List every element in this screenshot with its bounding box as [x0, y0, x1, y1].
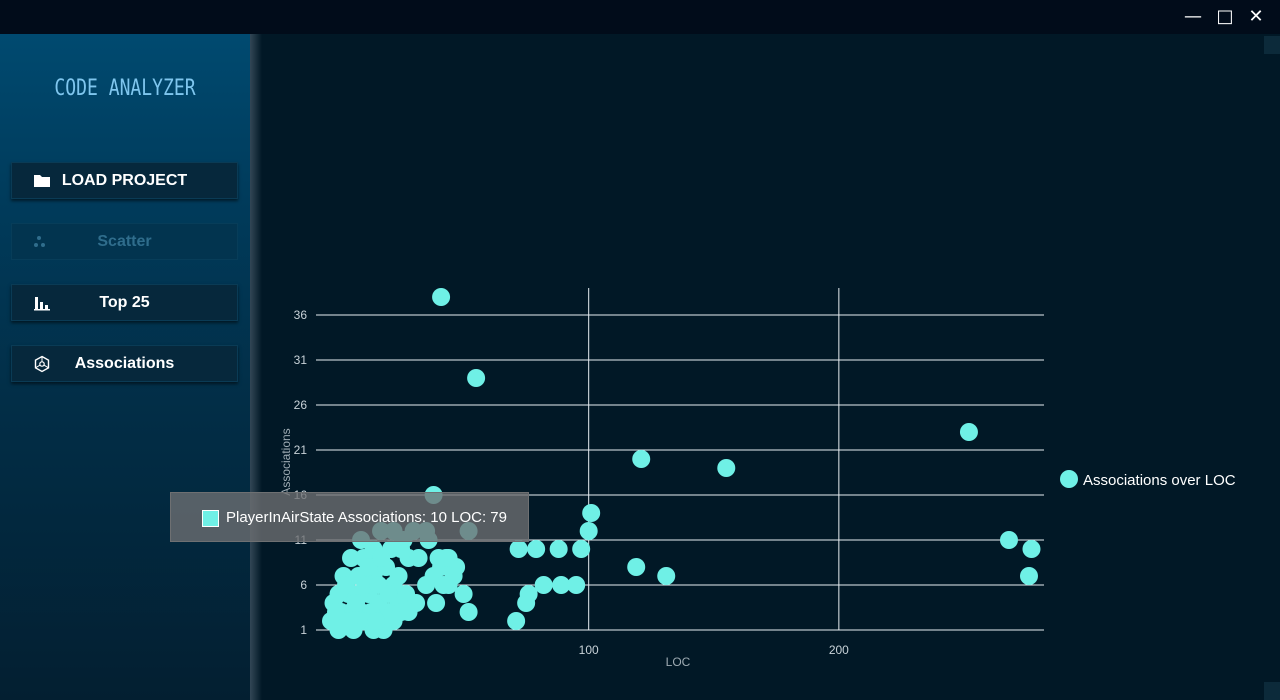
data-point[interactable] — [582, 504, 601, 522]
data-point[interactable] — [409, 549, 428, 567]
data-point[interactable] — [427, 594, 446, 612]
close-icon: ✕ — [1248, 6, 1264, 27]
data-point[interactable] — [627, 558, 646, 576]
data-point[interactable] — [959, 423, 978, 441]
data-point[interactable] — [434, 576, 453, 594]
associations-button[interactable]: Associations — [11, 345, 238, 382]
chart-points — [322, 288, 1041, 639]
data-point[interactable] — [552, 576, 571, 594]
maximize-icon: □ — [1216, 6, 1234, 27]
data-point[interactable] — [327, 603, 346, 621]
y-tick-label: 6 — [300, 578, 307, 592]
data-point[interactable] — [517, 594, 536, 612]
data-point[interactable] — [527, 540, 546, 558]
data-point[interactable] — [1019, 567, 1038, 585]
close-button[interactable]: ✕ — [1243, 5, 1269, 29]
bar-chart-icon — [34, 297, 50, 311]
x-tick-label: 100 — [579, 643, 599, 657]
x-tick-label: 200 — [829, 643, 849, 657]
associations-label: Associations — [74, 355, 175, 372]
data-point[interactable] — [509, 540, 528, 558]
minimize-button[interactable]: — — [1180, 5, 1206, 29]
data-point[interactable] — [342, 549, 361, 567]
data-point[interactable] — [579, 522, 598, 540]
load-project-button[interactable]: LOAD PROJECT — [11, 162, 238, 199]
title-bar: — □ ✕ — [0, 0, 1280, 34]
data-point[interactable] — [379, 585, 398, 603]
data-point[interactable] — [417, 576, 436, 594]
scroll-down-button[interactable] — [1264, 682, 1280, 700]
load-project-label: LOAD PROJECT — [61, 172, 188, 189]
data-point[interactable] — [549, 540, 568, 558]
data-point[interactable] — [717, 459, 736, 477]
x-axis-label: LOC — [666, 655, 691, 669]
data-point[interactable] — [632, 450, 651, 468]
network-icon — [34, 355, 50, 373]
data-point[interactable] — [339, 612, 358, 630]
y-tick-label: 36 — [294, 308, 308, 322]
data-point[interactable] — [534, 576, 553, 594]
y-tick-label: 21 — [294, 443, 308, 457]
tooltip-swatch — [202, 510, 219, 527]
data-point[interactable] — [454, 585, 473, 603]
y-axis-label: Associations — [279, 428, 293, 495]
scatter-label: Scatter — [97, 233, 152, 250]
data-point[interactable] — [432, 288, 451, 306]
data-point[interactable] — [357, 576, 376, 594]
data-point[interactable] — [337, 576, 356, 594]
chart-legend[interactable]: Associations over LOC — [1060, 470, 1236, 489]
folder-icon — [34, 175, 50, 187]
data-point[interactable] — [459, 603, 478, 621]
scatter-icon — [34, 236, 45, 247]
data-point[interactable] — [507, 612, 526, 630]
minimize-icon: — — [1184, 6, 1202, 27]
y-tick-label: 31 — [294, 353, 308, 367]
app-title: CODE ANALYZER — [54, 76, 196, 101]
data-point[interactable] — [572, 540, 591, 558]
y-tick-label: 1 — [300, 623, 307, 637]
data-point[interactable] — [347, 594, 366, 612]
top-25-label: Top 25 — [99, 294, 150, 311]
data-point[interactable] — [437, 549, 456, 567]
hover-tooltip: PlayerInAirState Associations: 10 LOC: 7… — [170, 492, 529, 542]
data-point[interactable] — [367, 612, 386, 630]
legend-marker — [1060, 470, 1078, 488]
data-point[interactable] — [657, 567, 676, 585]
data-point[interactable] — [567, 576, 586, 594]
top-25-button[interactable]: Top 25 — [11, 284, 238, 321]
data-point[interactable] — [359, 558, 378, 576]
maximize-button[interactable]: □ — [1212, 5, 1238, 29]
scroll-up-button[interactable] — [1264, 36, 1280, 54]
data-point[interactable] — [1022, 540, 1041, 558]
y-tick-label: 26 — [294, 398, 308, 412]
data-point[interactable] — [399, 603, 418, 621]
data-point[interactable] — [372, 549, 391, 567]
data-point[interactable] — [389, 567, 408, 585]
tooltip-text: PlayerInAirState Associations: 10 LOC: 7… — [226, 509, 507, 526]
data-point[interactable] — [467, 369, 486, 387]
scatter-button[interactable]: Scatter — [11, 223, 238, 260]
data-point[interactable] — [999, 531, 1018, 549]
legend-label: Associations over LOC — [1083, 472, 1236, 489]
